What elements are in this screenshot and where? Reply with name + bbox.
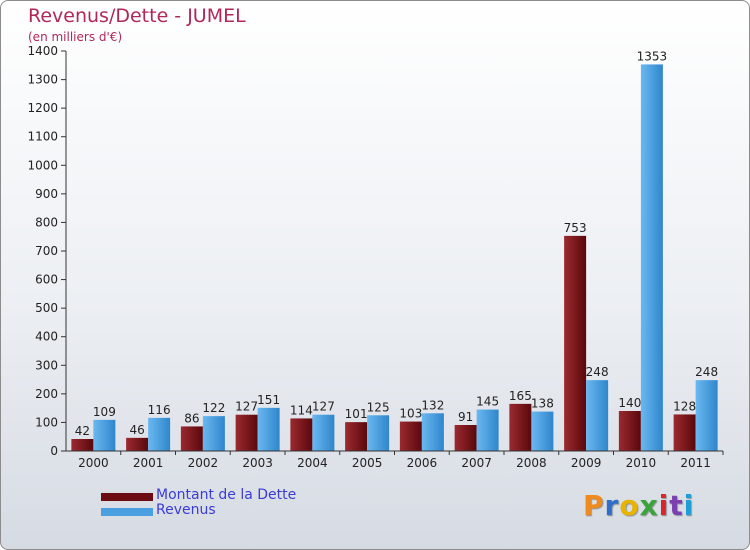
- bar-revenus-2007: [476, 409, 499, 451]
- legend-swatch-revenus: [101, 508, 153, 516]
- bar-revenus-2006: [421, 413, 444, 451]
- label-revenus-2009: 248: [586, 365, 609, 379]
- y-tick-label: 900: [35, 187, 58, 201]
- x-tick-label: 2001: [133, 456, 164, 470]
- logo-letter: i: [683, 489, 695, 522]
- label-revenus-2001: 116: [148, 403, 171, 417]
- y-tick-label: 1200: [27, 101, 58, 115]
- label-dette-2011: 128: [673, 399, 696, 413]
- label-dette-2006: 103: [399, 407, 422, 421]
- y-tick-label: 700: [35, 244, 58, 258]
- proxiti-logo: Proxiti: [583, 489, 694, 522]
- logo-letter: t: [669, 489, 684, 522]
- bar-dette-2006: [399, 421, 422, 451]
- bar-dette-2003: [235, 414, 258, 451]
- logo-letter: i: [658, 489, 670, 522]
- label-revenus-2000: 109: [93, 405, 116, 419]
- bar-revenus-2002: [202, 416, 225, 451]
- bar-dette-2004: [290, 418, 313, 451]
- bar-revenus-2004: [312, 414, 335, 451]
- x-tick-label: 2005: [352, 456, 383, 470]
- label-revenus-2006: 132: [421, 398, 444, 412]
- y-tick-label: 100: [35, 415, 58, 429]
- x-tick-label: 2007: [461, 456, 492, 470]
- bar-dette-2011: [673, 414, 696, 451]
- x-tick-label: 2011: [680, 456, 711, 470]
- bar-revenus-2001: [148, 417, 171, 451]
- y-tick-label: 500: [35, 301, 58, 315]
- y-tick-label: 400: [35, 330, 58, 344]
- label-dette-2007: 91: [458, 410, 473, 424]
- label-dette-2005: 101: [345, 407, 368, 421]
- x-tick-label: 2006: [407, 456, 438, 470]
- label-revenus-2007: 145: [476, 395, 499, 409]
- bar-dette-2001: [126, 437, 149, 451]
- bar-dette-2002: [180, 426, 203, 451]
- bar-dette-2007: [454, 425, 477, 451]
- legend-label-dette: Montant de la Dette: [156, 487, 297, 503]
- y-tick-label: 1000: [27, 158, 58, 172]
- y-tick-label: 0: [50, 444, 58, 458]
- x-tick-label: 2003: [242, 456, 273, 470]
- bar-dette-2008: [509, 403, 532, 451]
- label-dette-2002: 86: [184, 411, 199, 425]
- y-tick-label: 1300: [27, 73, 58, 87]
- x-tick-label: 2010: [626, 456, 657, 470]
- bar-revenus-2000: [93, 419, 116, 451]
- label-dette-2001: 46: [129, 423, 144, 437]
- label-dette-2008: 165: [509, 389, 532, 403]
- y-tick-label: 800: [35, 215, 58, 229]
- bar-revenus-2005: [367, 415, 390, 451]
- bars-layer: [71, 64, 718, 451]
- y-tick-label: 600: [35, 273, 58, 287]
- x-tick-label: 2004: [297, 456, 328, 470]
- label-dette-2003: 127: [235, 400, 258, 414]
- logo-letter: o: [619, 489, 640, 522]
- label-dette-2000: 42: [75, 424, 90, 438]
- bar-revenus-2009: [586, 380, 609, 451]
- label-revenus-2011: 248: [695, 365, 718, 379]
- label-dette-2004: 114: [290, 403, 313, 417]
- label-dette-2010: 140: [618, 396, 641, 410]
- bar-revenus-2010: [640, 64, 663, 451]
- logo-letter: x: [639, 489, 659, 522]
- label-revenus-2008: 138: [531, 397, 554, 411]
- y-tick-label: 200: [35, 387, 58, 401]
- bar-dette-2005: [345, 422, 368, 451]
- y-tick-label: 1400: [27, 44, 58, 58]
- label-revenus-2005: 125: [367, 400, 390, 414]
- x-tick-label: 2008: [516, 456, 547, 470]
- label-revenus-2010: 1353: [637, 49, 668, 63]
- logo-letter: P: [583, 489, 605, 522]
- x-tick-label: 2009: [571, 456, 602, 470]
- y-tick-label: 300: [35, 358, 58, 372]
- legend-label-revenus: Revenus: [156, 502, 216, 518]
- y-tick-label: 1100: [27, 130, 58, 144]
- bar-revenus-2003: [257, 407, 280, 451]
- bar-dette-2010: [618, 411, 641, 451]
- bar-dette-2009: [564, 235, 587, 451]
- label-revenus-2004: 127: [312, 400, 335, 414]
- chart-subtitle: (en milliers d'€): [28, 30, 123, 44]
- x-tick-label: 2002: [188, 456, 219, 470]
- x-tick-label: 2000: [78, 456, 109, 470]
- legend-swatch-dette: [101, 493, 153, 501]
- label-dette-2009: 753: [564, 221, 587, 235]
- axis-layer: 0 100 200 300 400 500 600 700 800 900 1000 1100 1200…: [27, 44, 724, 470]
- bar-revenus-2008: [531, 411, 554, 451]
- bar-revenus-2011: [695, 380, 718, 451]
- label-revenus-2003: 151: [257, 393, 280, 407]
- label-revenus-2002: 122: [202, 401, 225, 415]
- logo-letter: r: [604, 489, 620, 522]
- bar-dette-2000: [71, 439, 94, 451]
- chart-title: Revenus/Dette - JUMEL: [28, 5, 246, 27]
